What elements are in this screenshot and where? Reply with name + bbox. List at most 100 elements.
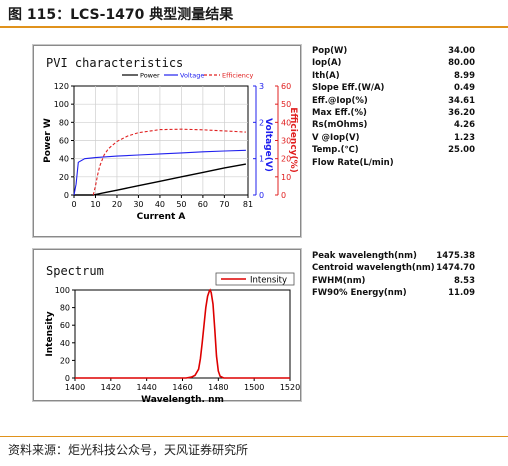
x-tick-label: 1420 <box>101 383 121 392</box>
spectrum-parameters: Peak wavelength(nm) 1475.38 Centroid wavel… <box>312 250 475 300</box>
y-tick-label: 120 <box>54 82 69 91</box>
parameter-label: V @Iop(V) <box>312 132 360 143</box>
parameter-row: Pop(W) 34.00 <box>312 45 475 57</box>
voltage-tick-label: 2 <box>259 118 264 127</box>
voltage-tick-label: 0 <box>259 191 264 200</box>
parameter-row: Rs(mOhms) 4.26 <box>312 119 475 131</box>
legend-box <box>215 272 295 286</box>
parameter-label: FWHM(nm) <box>312 275 366 286</box>
source-note: 资料来源：炬光科技公众号，天风证券研究所 <box>8 443 249 457</box>
y-tick-label: 0 <box>64 191 69 200</box>
y-tick-label: 20 <box>59 173 69 182</box>
efficiency-tick-label: 20 <box>281 155 291 164</box>
parameter-label: Flow Rate(L/min) <box>312 157 394 168</box>
x-tick-label: 0 <box>71 200 76 209</box>
x-tick-label: 60 <box>198 200 208 209</box>
voltage-axis-label: Voltage(V) <box>263 118 273 172</box>
bottom-rule <box>0 436 508 437</box>
parameter-row: Eff.@Iop(%) 34.61 <box>312 95 475 107</box>
top-rule <box>0 26 508 28</box>
legend-label: Intensity <box>250 276 287 286</box>
parameter-value: 34.00 <box>448 46 475 56</box>
y-axis-label: Power W <box>43 118 53 163</box>
parameter-row: V @Iop(V) 1.23 <box>312 132 475 144</box>
spectrum-title: Spectrum <box>46 264 104 278</box>
voltage-tick-label: 1 <box>259 155 264 164</box>
parameter-value: 0.49 <box>454 83 475 94</box>
parameter-label: Iop(A) <box>312 58 342 69</box>
y-tick-label: 0 <box>65 374 70 383</box>
x-tick-label: 1520 <box>280 383 300 392</box>
parameter-label: Slope Eff.(W/A) <box>312 83 385 94</box>
spectrum-chart: 1400 1420 1440 1460 1480 1500 1520 0 20 40 60 80 100… <box>45 272 300 405</box>
parameter-value: 34.61 <box>448 95 475 106</box>
x-tick-label: 10 <box>90 200 100 209</box>
y-tick-label: 100 <box>54 100 69 109</box>
parameter-row: Flow Rate(L/min) <box>312 157 475 169</box>
efficiency-tick-label: 10 <box>281 173 291 182</box>
parameter-row: FWHM(nm) 8.53 <box>312 275 475 287</box>
x-tick-label: 1440 <box>136 383 156 392</box>
parameter-value: 25.00 <box>448 145 475 156</box>
parameter-value: 4.26 <box>454 120 475 131</box>
parameter-value: 1.23 <box>454 132 475 143</box>
parameter-row: Temp.(℃) 25.00 <box>312 144 475 156</box>
parameter-value: 1475.38 <box>436 251 475 261</box>
parameter-label: Rs(mOhms) <box>312 120 368 131</box>
legend-label: Efficiency <box>222 72 253 80</box>
parameter-label: Pop(W) <box>312 46 348 56</box>
power-series-line <box>74 163 247 196</box>
parameter-row: Peak wavelength(nm) 1475.38 <box>312 250 475 262</box>
efficiency-tick-label: 30 <box>281 137 291 146</box>
x-tick-label: 70 <box>219 200 229 209</box>
efficiency-tick-label: 0 <box>281 191 286 200</box>
y-tick-label: 40 <box>60 339 70 348</box>
pvi-title: PVI characteristics <box>46 56 184 70</box>
x-axis-label: Wavelength. nm <box>141 395 224 405</box>
y-tick-label: 60 <box>59 137 69 146</box>
voltage-series-line <box>73 149 246 196</box>
parameter-label: Eff.@Iop(%) <box>312 95 368 106</box>
y-axis-label: Intensity <box>45 311 55 356</box>
parameter-label: Temp.(℃) <box>312 145 359 156</box>
parameter-label: Ith(A) <box>312 70 340 81</box>
x-tick-label: 50 <box>176 200 186 209</box>
parameter-label: Centroid wavelength(nm) <box>312 263 435 274</box>
parameter-row: Centroid wavelength(nm) 1474.70 <box>312 262 475 274</box>
efficiency-axis-label: Efficiency(%) <box>288 107 298 173</box>
efficiency-tick-label: 40 <box>281 118 291 127</box>
parameter-value: 8.53 <box>454 275 475 286</box>
parameter-row: Max Eff.(%) 36.20 <box>312 107 475 119</box>
parameter-row: Slope Eff.(W/A) 0.49 <box>312 82 475 94</box>
pvi-parameters: Pop(W) 34.00 Iop(A) 80.00 Ith(A) 8.99 Slope Ef… <box>312 45 475 169</box>
parameter-label: Peak wavelength(nm) <box>312 251 417 261</box>
x-tick-label: 30 <box>133 200 143 209</box>
legend-label: Voltage <box>180 72 204 80</box>
parameter-label: FW90% Energy(nm) <box>312 288 407 299</box>
legend-label: Power <box>140 72 160 80</box>
parameter-value: 11.09 <box>448 288 475 299</box>
parameter-value: 36.20 <box>448 107 475 118</box>
x-tick-label: 1500 <box>244 383 264 392</box>
y-tick-label: 60 <box>60 321 70 330</box>
x-tick-label: 81 <box>243 200 253 209</box>
x-tick-label: 20 <box>112 200 122 209</box>
pvi-chart: 0 10 20 30 40 50 60 70 8102040608010012001230102… <box>43 72 298 223</box>
y-tick-label: 100 <box>55 286 70 295</box>
efficiency-tick-label: 60 <box>281 82 291 91</box>
voltage-tick-label: 3 <box>259 82 264 91</box>
x-tick-label: 1400 <box>65 383 85 392</box>
plot-area <box>74 289 291 379</box>
x-tick-label: 1480 <box>208 383 228 392</box>
parameter-label: Max Eff.(%) <box>312 107 367 118</box>
y-tick-label: 80 <box>59 118 69 127</box>
efficiency-series-line <box>92 128 246 196</box>
parameter-row: Iop(A) 80.00 <box>312 57 475 69</box>
x-tick-label: 40 <box>155 200 165 209</box>
parameter-value: 1474.70 <box>436 263 475 274</box>
parameter-row: FW90% Energy(nm) 11.09 <box>312 287 475 299</box>
parameter-row: Ith(A) 8.99 <box>312 70 475 82</box>
y-tick-label: 80 <box>60 304 70 313</box>
y-tick-label: 20 <box>60 356 70 365</box>
parameter-value: 80.00 <box>448 58 475 69</box>
